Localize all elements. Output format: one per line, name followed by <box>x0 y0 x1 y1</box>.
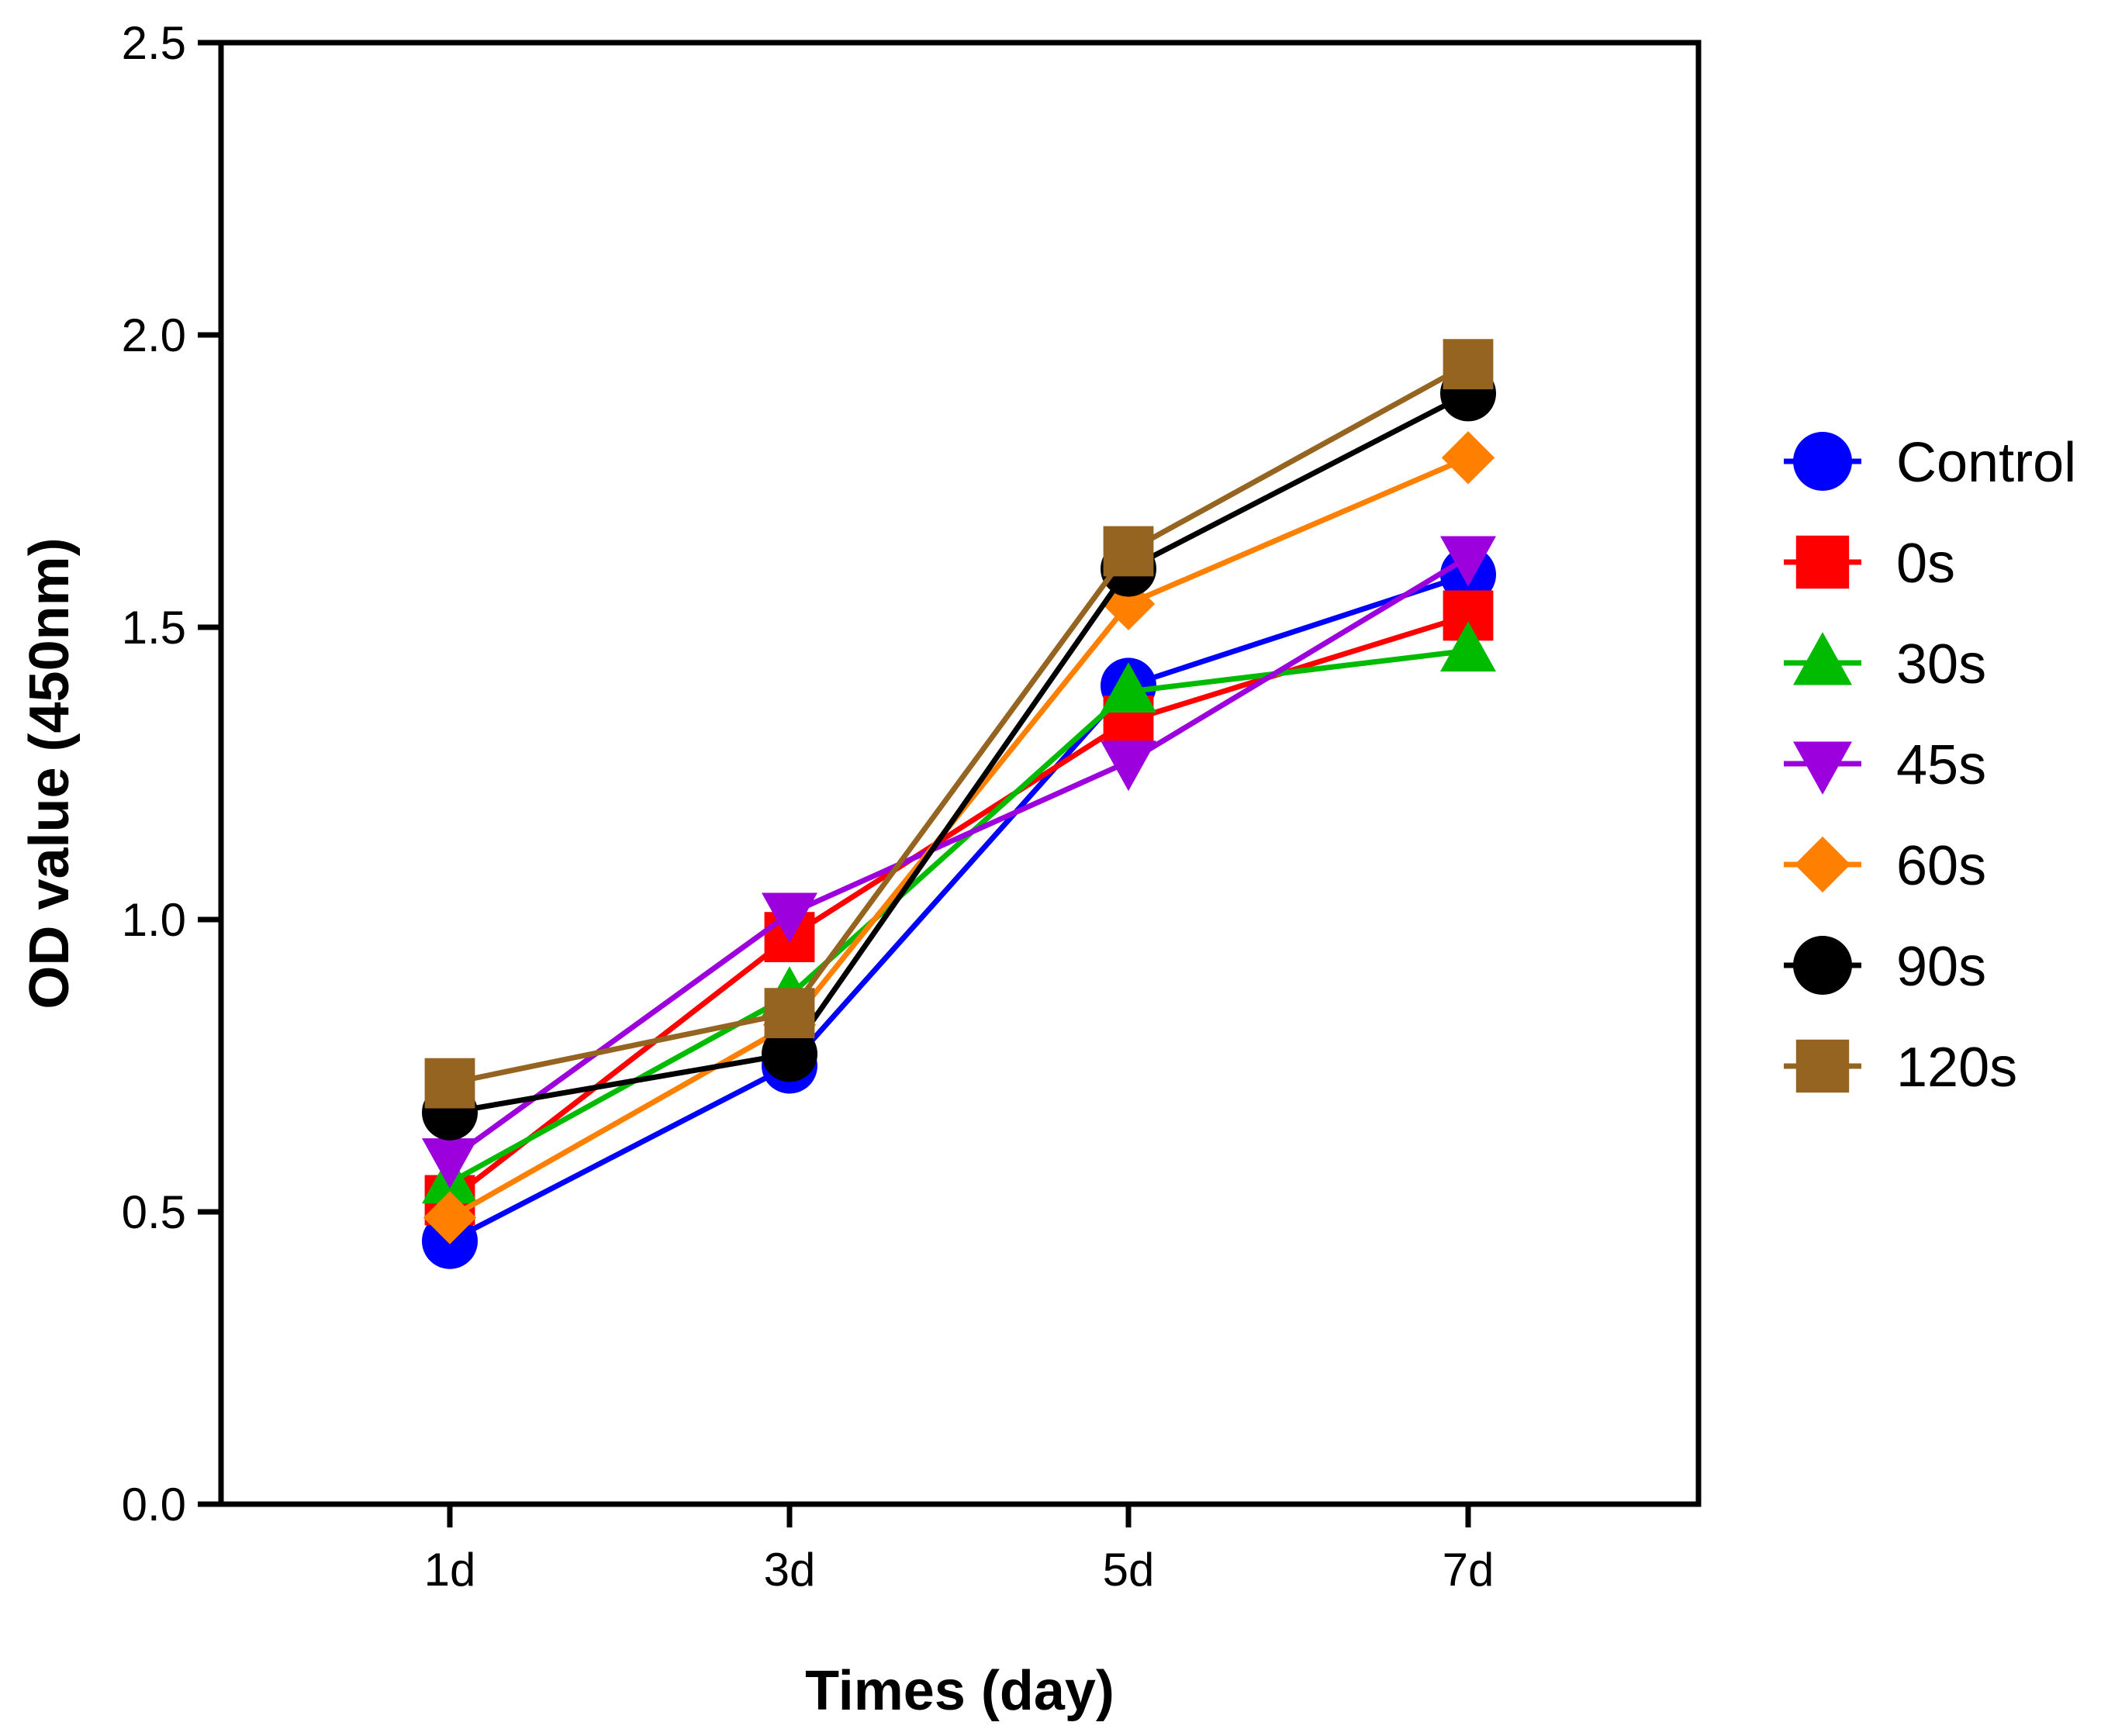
legend-item-60s: 60s <box>1784 835 1986 897</box>
data-point <box>1441 431 1495 485</box>
data-point <box>423 1191 477 1244</box>
x-tick-label: 3d <box>764 1544 816 1596</box>
data-point <box>422 1138 478 1189</box>
data-point <box>1101 740 1156 792</box>
plot-frame <box>218 40 1702 1507</box>
series-line <box>449 391 1470 1116</box>
y-axis-title: OD value (450nm) <box>19 537 81 1009</box>
series-30s <box>422 621 1496 1204</box>
data-point <box>1440 536 1496 587</box>
x-tick-label: 5d <box>1103 1544 1155 1596</box>
legend-label: 90s <box>1896 936 1986 998</box>
data-point <box>762 1026 817 1082</box>
series-90s <box>422 365 1496 1141</box>
data-point <box>1103 526 1154 577</box>
data-point <box>1443 339 1494 390</box>
legend-marker <box>1794 836 1851 893</box>
y-tick-label: 0.5 <box>122 1186 186 1238</box>
legend-marker <box>1793 741 1852 795</box>
series-line <box>448 647 1469 1186</box>
legend-item-30s: 30s <box>1784 632 1986 695</box>
legend-marker <box>1795 535 1850 589</box>
x-tick-label: 1d <box>424 1544 476 1596</box>
data-point <box>762 892 817 944</box>
series-line <box>449 361 1470 1086</box>
legend-marker <box>1793 632 1852 685</box>
legend-label: 120s <box>1896 1037 2017 1099</box>
legend-item-120s: 120s <box>1784 1037 2017 1099</box>
legend-item-90s: 90s <box>1784 936 1986 998</box>
y-tick-label: 0.0 <box>122 1479 186 1531</box>
data-point <box>764 988 815 1039</box>
x-axis-title: Times (day) <box>805 1660 1114 1722</box>
series-120s <box>424 339 1494 1109</box>
data-point <box>1101 662 1156 713</box>
series-45s <box>422 536 1496 1189</box>
y-tick-label: 1.0 <box>122 894 186 946</box>
axes: 0.0 0.5 1.0 1.5 2.0 2.5 1d 3d 5d 7d <box>122 17 1702 1596</box>
legend-marker <box>1795 1039 1850 1093</box>
legend-label: 0s <box>1896 533 1955 595</box>
y-tick-label: 1.5 <box>122 602 186 654</box>
series-line <box>447 613 1470 1203</box>
legend-marker <box>1793 936 1852 995</box>
legend-item-control: Control <box>1784 432 2076 494</box>
y-tick-label: 2.5 <box>122 17 186 69</box>
legend-item-45s: 45s <box>1784 734 1986 796</box>
legend-label: 30s <box>1896 633 1986 695</box>
data-point <box>424 1058 475 1109</box>
series-0s <box>424 590 1494 1226</box>
y-tick-label: 2.0 <box>122 309 186 361</box>
series-line <box>447 554 1470 1161</box>
legend-label: Control <box>1896 432 2076 494</box>
legend-label: 60s <box>1896 835 1986 897</box>
legend: Control 0s 30s 45s 60s 90s 120s <box>1784 432 2076 1099</box>
series-line <box>448 571 1470 1244</box>
data-point <box>1101 577 1156 631</box>
data-point <box>1440 621 1496 672</box>
x-tick-label: 7d <box>1443 1544 1495 1596</box>
legend-label: 45s <box>1896 734 1986 796</box>
legend-marker <box>1793 432 1852 491</box>
legend-item-0s: 0s <box>1784 533 1955 595</box>
series-group <box>422 339 1496 1269</box>
